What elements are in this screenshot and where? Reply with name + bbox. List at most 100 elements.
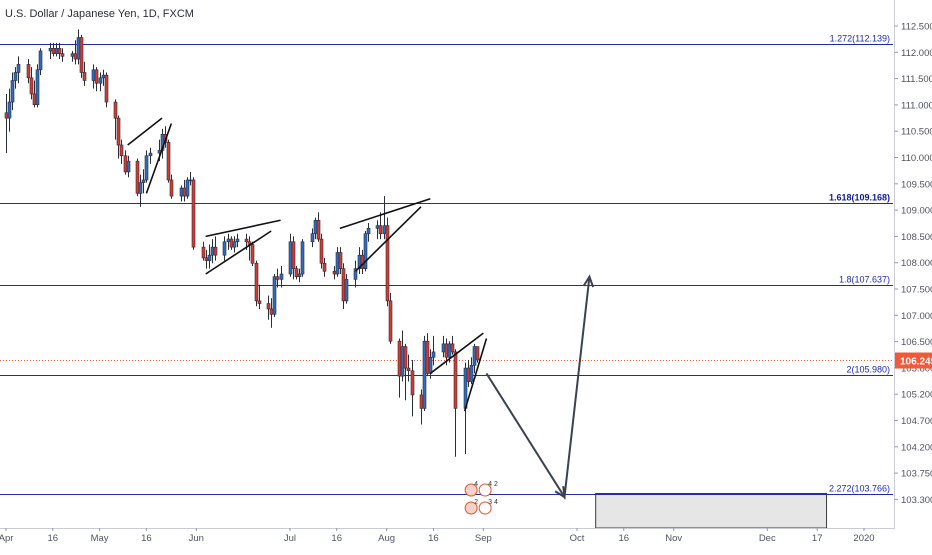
candle[interactable]: [94, 67, 99, 92]
candle[interactable]: [453, 349, 458, 457]
economic-event-icon[interactable]: 2: [464, 499, 478, 515]
candle[interactable]: [450, 335, 455, 355]
candle[interactable]: [185, 177, 190, 199]
candle[interactable]: [257, 284, 262, 309]
candle[interactable]: [300, 239, 305, 277]
candle[interactable]: [275, 268, 280, 288]
candle[interactable]: [406, 354, 411, 382]
candle[interactable]: [213, 236, 218, 261]
candle[interactable]: [410, 359, 415, 417]
trend-wedge-line[interactable]: [429, 332, 484, 375]
candle[interactable]: [250, 241, 255, 266]
candle[interactable]: [29, 67, 34, 100]
current-price-badge[interactable]: 106.249: [895, 352, 932, 369]
candle[interactable]: [169, 174, 174, 199]
target-zone-box[interactable]: [595, 493, 828, 529]
trend-wedge-line[interactable]: [127, 117, 163, 146]
candle[interactable]: [353, 260, 358, 288]
candle[interactable]: [60, 48, 65, 62]
candle-body: [201, 246, 206, 259]
candle[interactable]: [310, 228, 315, 248]
candle-body: [447, 343, 452, 358]
candle[interactable]: [104, 72, 109, 108]
candle[interactable]: [119, 139, 124, 164]
candle[interactable]: [38, 48, 43, 76]
candle[interactable]: [272, 274, 277, 318]
candle[interactable]: [191, 177, 196, 250]
candle[interactable]: [144, 150, 149, 183]
candle[interactable]: [82, 61, 87, 86]
candle-body: [232, 241, 237, 248]
candle[interactable]: [26, 59, 31, 84]
candle[interactable]: [201, 241, 206, 261]
economic-event-icon[interactable]: 4 2: [478, 481, 498, 497]
candle[interactable]: [235, 233, 240, 248]
candle[interactable]: [344, 274, 349, 304]
candle[interactable]: [116, 115, 121, 159]
candle[interactable]: [141, 169, 146, 194]
candle[interactable]: [13, 67, 18, 89]
price-tick-label: 109.500: [901, 179, 932, 190]
candle[interactable]: [475, 346, 480, 363]
candle[interactable]: [166, 139, 171, 183]
candle[interactable]: [366, 222, 371, 242]
candle-body: [4, 112, 9, 119]
candle[interactable]: [232, 236, 237, 253]
candle[interactable]: [431, 335, 436, 366]
candle[interactable]: [291, 236, 296, 280]
trend-wedge-line[interactable]: [205, 219, 281, 238]
time-tick-label: 16: [428, 533, 439, 544]
candle[interactable]: [363, 231, 368, 272]
trend-wedge-line[interactable]: [463, 338, 488, 412]
candle[interactable]: [266, 295, 271, 320]
candle-body: [322, 262, 327, 272]
candle[interactable]: [338, 247, 343, 275]
candle[interactable]: [279, 265, 284, 288]
candle[interactable]: [385, 217, 390, 307]
candle[interactable]: [148, 147, 153, 164]
fib-level-label: 1.8(107.637): [839, 275, 890, 285]
candle-body: [116, 117, 121, 146]
candle[interactable]: [319, 233, 324, 269]
candle[interactable]: [469, 357, 474, 385]
trend-wedge-line[interactable]: [354, 206, 422, 272]
event-count-label: 3 4: [488, 499, 498, 506]
candle[interactable]: [57, 42, 62, 60]
candle[interactable]: [35, 64, 40, 108]
candle[interactable]: [98, 72, 103, 92]
candle-body: [332, 271, 337, 275]
candle-body: [319, 238, 324, 264]
candle-body: [363, 233, 368, 269]
trend-wedge-line[interactable]: [205, 230, 272, 275]
candle-body: [291, 241, 296, 269]
candle[interactable]: [7, 88, 12, 132]
candle[interactable]: [422, 335, 427, 412]
candle[interactable]: [138, 174, 143, 207]
candle[interactable]: [135, 158, 140, 197]
economic-event-icon[interactable]: 3 4: [478, 499, 498, 515]
candle[interactable]: [126, 155, 131, 178]
candle[interactable]: [113, 99, 118, 140]
candle[interactable]: [207, 244, 212, 269]
candle[interactable]: [297, 268, 302, 283]
candle-body: [400, 346, 405, 377]
candle[interactable]: [254, 260, 259, 307]
candle[interactable]: [316, 212, 321, 242]
candle[interactable]: [16, 56, 21, 84]
candle[interactable]: [322, 257, 327, 277]
candle-body: [141, 179, 146, 183]
price-tick-label: 105.200: [901, 390, 932, 401]
candle[interactable]: [378, 212, 383, 240]
trend-wedge-line[interactable]: [145, 123, 173, 194]
price-tick-label: 105.800: [901, 363, 932, 374]
trend-wedge-line[interactable]: [339, 198, 431, 230]
candle[interactable]: [388, 292, 393, 344]
candle[interactable]: [79, 34, 84, 78]
economic-event-icon[interactable]: 4: [464, 481, 478, 497]
candle[interactable]: [294, 265, 299, 280]
candle[interactable]: [10, 72, 15, 111]
candle[interactable]: [222, 236, 227, 261]
candle[interactable]: [403, 343, 408, 401]
